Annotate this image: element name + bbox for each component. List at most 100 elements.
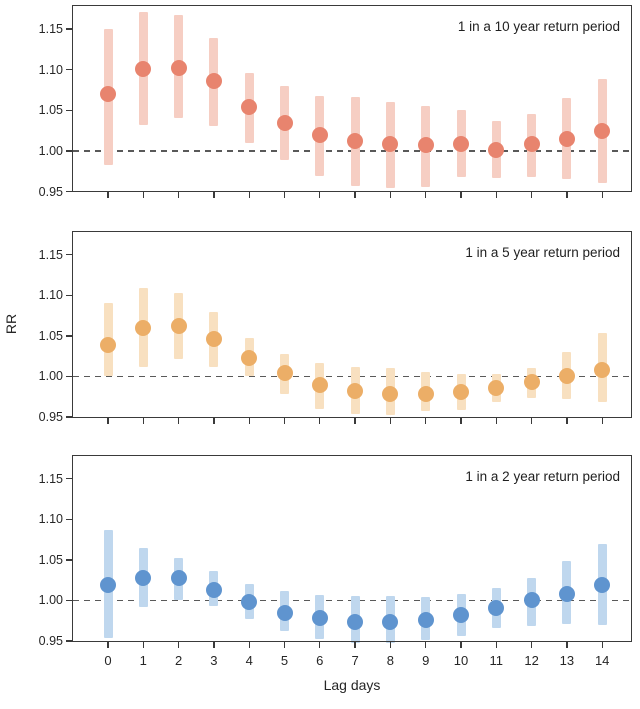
x-axis-tick — [107, 417, 109, 424]
point-estimate-marker — [558, 585, 575, 602]
x-axis-tick — [530, 417, 533, 424]
x-axis-tick — [213, 417, 215, 424]
point-estimate-marker — [453, 135, 469, 152]
x-tick-label: 2 — [174, 652, 183, 668]
x-axis-tick — [425, 641, 427, 648]
x-tick-label: 13 — [559, 652, 575, 668]
point-estimate-marker — [488, 379, 505, 396]
point-estimate-marker — [311, 376, 328, 393]
panel-box — [72, 454, 632, 642]
point-estimate-marker — [382, 136, 399, 153]
x-axis-tick — [530, 641, 533, 648]
x-axis-tick — [177, 192, 180, 198]
y-tick-label: 1.10 — [38, 512, 63, 527]
point-estimate-marker — [276, 604, 293, 621]
x-tick-label: 5 — [280, 652, 289, 668]
point-estimate-marker — [488, 599, 505, 616]
x-tick-label: 9 — [422, 652, 430, 668]
x-axis-tick — [460, 192, 462, 198]
y-axis-tick — [66, 335, 72, 337]
x-axis-tick — [460, 641, 462, 648]
y-axis-tick — [66, 69, 72, 71]
x-axis-tick — [107, 192, 109, 198]
x-axis-tick — [566, 192, 568, 198]
y-tick-label: 1.10 — [38, 288, 63, 303]
panel-title: 1 in a 2 year return period — [465, 468, 620, 484]
point-estimate-marker — [382, 613, 399, 630]
point-estimate-marker — [100, 86, 116, 103]
point-estimate-marker — [594, 123, 611, 140]
x-tick-label: 1 — [139, 652, 147, 668]
y-tick-label: 0.95 — [38, 184, 63, 199]
x-axis-label: Lag days — [323, 677, 381, 693]
x-axis-tick — [283, 192, 286, 198]
x-axis-tick — [566, 417, 568, 424]
x-axis-tick — [354, 192, 356, 198]
x-axis-tick — [107, 641, 109, 648]
point-estimate-marker — [523, 374, 540, 391]
y-axis-tick — [66, 559, 72, 561]
x-axis-tick — [566, 641, 568, 648]
point-estimate-marker — [311, 610, 328, 627]
x-axis-tick — [283, 417, 286, 424]
x-axis-tick — [142, 641, 144, 648]
x-axis-tick — [248, 192, 250, 198]
y-axis-tick — [66, 416, 72, 418]
y-axis-tick — [66, 150, 72, 152]
y-tick-label: 0.95 — [38, 410, 63, 424]
y-axis-tick — [66, 477, 72, 480]
x-axis-tick — [495, 192, 497, 198]
y-tick-label: 1.00 — [38, 143, 63, 158]
x-axis-tick — [319, 192, 321, 198]
x-axis-tick — [177, 417, 180, 424]
x-axis-tick — [601, 192, 603, 198]
y-tick-label: 1.10 — [38, 62, 63, 77]
y-axis-tick — [66, 599, 72, 602]
x-axis-tick — [495, 641, 497, 648]
y-tick-label: 1.00 — [38, 593, 63, 608]
x-axis-tick — [389, 641, 392, 648]
point-estimate-marker — [170, 60, 187, 77]
point-estimate-marker — [205, 73, 222, 90]
panel-box — [72, 230, 632, 418]
point-estimate-marker — [311, 126, 328, 143]
y-tick-label: 1.05 — [38, 552, 63, 567]
y-axis-tick — [66, 190, 72, 193]
x-axis-tick — [460, 417, 462, 424]
x-tick-label: 8 — [386, 652, 395, 668]
x-axis-tick — [425, 417, 427, 424]
y-axis-tick — [66, 294, 72, 296]
panel-title: 1 in a 10 year return period — [457, 19, 620, 34]
x-axis-tick — [248, 641, 250, 648]
y-tick-label: 0.95 — [38, 634, 63, 648]
x-axis-tick — [319, 417, 321, 424]
x-axis-tick — [248, 417, 250, 424]
point-estimate-marker — [205, 331, 222, 348]
panel-box — [72, 5, 632, 192]
point-estimate-marker — [488, 142, 505, 159]
y-axis-tick — [66, 109, 72, 111]
x-axis-tick — [319, 641, 321, 648]
point-estimate-marker — [276, 365, 293, 382]
point-estimate-marker — [170, 570, 187, 587]
point-estimate-marker — [347, 613, 364, 630]
y-axis-tick — [66, 518, 72, 520]
point-estimate-marker — [100, 576, 116, 593]
point-estimate-marker — [347, 133, 364, 150]
x-axis-tick — [354, 641, 356, 648]
x-tick-label: 4 — [245, 652, 253, 668]
point-estimate-marker — [558, 367, 575, 384]
y-axis-tick — [66, 640, 72, 642]
x-tick-label: 0 — [104, 652, 112, 668]
point-estimate-marker — [453, 607, 469, 624]
x-axis-tick — [601, 641, 603, 648]
x-axis-tick — [283, 641, 286, 648]
point-estimate-marker — [417, 137, 434, 154]
point-estimate-marker — [135, 319, 152, 336]
x-axis-tick — [425, 192, 427, 198]
y-tick-label: 1.00 — [38, 369, 63, 384]
x-tick-label: 14 — [594, 652, 610, 668]
panel-title: 1 in a 5 year return period — [465, 244, 620, 260]
point-estimate-marker — [135, 569, 152, 586]
y-axis-tick — [66, 253, 72, 256]
